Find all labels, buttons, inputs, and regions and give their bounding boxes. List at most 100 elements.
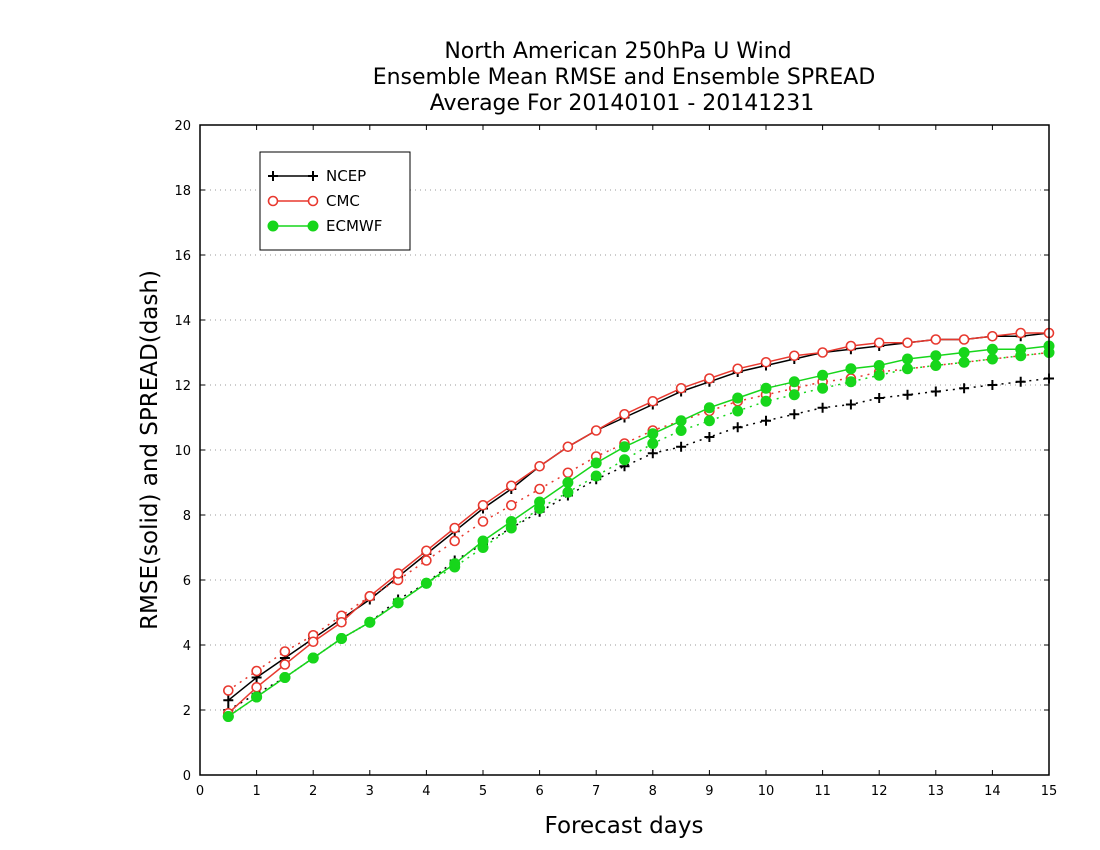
ecmwf-rmse-point bbox=[788, 376, 800, 388]
ncep-spread-point bbox=[959, 383, 970, 394]
cmc-rmse-point bbox=[534, 460, 545, 472]
ncep-spread-point bbox=[676, 441, 687, 452]
x-tick-label: 10 bbox=[758, 784, 775, 799]
title-line-1: North American 250hPa U Wind bbox=[444, 39, 791, 64]
ncep-rmse-points bbox=[223, 328, 1054, 706]
ecmwf-rmse-point bbox=[760, 382, 772, 394]
ncep-spread-point bbox=[789, 409, 800, 420]
ncep-spread-point bbox=[704, 432, 715, 442]
ecmwf-spread-point bbox=[760, 395, 772, 407]
cmc-spread-point bbox=[534, 483, 545, 495]
ecmwf-spread-point bbox=[788, 389, 800, 401]
ecmwf-rmse-point bbox=[590, 457, 602, 469]
y-axis-label: RMSE(solid) and SPREAD(dash) bbox=[137, 270, 163, 630]
ncep-spread-point bbox=[874, 393, 885, 403]
cmc-spread-point bbox=[505, 499, 517, 511]
cmc-rmse-point bbox=[788, 350, 800, 362]
ncep-spread-points bbox=[223, 373, 1054, 715]
ecmwf-rmse-point bbox=[477, 535, 489, 547]
ecmwf-rmse-point bbox=[619, 441, 630, 453]
ecmwf-rmse-point bbox=[449, 558, 461, 570]
ecmwf-rmse-point bbox=[703, 402, 715, 414]
ecmwf-spread-point bbox=[732, 405, 744, 417]
y-tick-label: 12 bbox=[174, 379, 191, 394]
x-tick-label: 2 bbox=[309, 784, 317, 799]
y-tick-label: 14 bbox=[174, 314, 191, 329]
ecmwf-spread-points bbox=[222, 347, 1055, 722]
series-layer bbox=[222, 327, 1055, 722]
cmc-rmse-point bbox=[392, 568, 404, 579]
x-tick-label: 14 bbox=[984, 784, 1001, 799]
y-tick-label: 18 bbox=[174, 184, 191, 199]
cmc-spread-point bbox=[562, 467, 574, 479]
ecmwf-spread-point bbox=[930, 360, 942, 371]
ncep-rmse-point bbox=[223, 695, 234, 706]
legend: NCEP CMC ECMWF bbox=[259, 151, 411, 251]
title-line-2: Ensemble Mean RMSE and Ensemble SPREAD bbox=[373, 65, 876, 90]
ecmwf-rmse-point bbox=[732, 392, 744, 404]
cmc-rmse-points bbox=[223, 327, 1055, 719]
ecmwf-spread-point bbox=[619, 454, 630, 466]
cmc-rmse-point bbox=[987, 330, 998, 342]
title-line-3: Average For 20140101 - 20141231 bbox=[430, 91, 815, 116]
ecmwf-rmse-point bbox=[647, 428, 659, 440]
ecmwf-rmse-point bbox=[505, 516, 517, 527]
ecmwf-spread-point bbox=[590, 470, 602, 482]
x-tick-label: 13 bbox=[928, 784, 945, 799]
cmc-rmse-point bbox=[845, 340, 857, 352]
x-tick-label: 8 bbox=[649, 784, 657, 799]
legend-marker bbox=[308, 171, 318, 181]
legend-item-ecmwf: ECMWF bbox=[267, 217, 382, 235]
ncep-spread-point bbox=[817, 402, 828, 413]
y-tick-label: 0 bbox=[183, 769, 191, 784]
ecmwf-rmse-point bbox=[817, 369, 829, 381]
ecmwf-rmse-point bbox=[222, 711, 234, 722]
ecmwf-rmse-point bbox=[307, 652, 319, 664]
cmc-rmse-point bbox=[732, 363, 744, 375]
ncep-spread-point bbox=[732, 422, 743, 433]
legend-item-ncep: NCEP bbox=[268, 167, 366, 185]
cmc-rmse-point bbox=[336, 616, 347, 628]
cmc-spread-point bbox=[421, 555, 432, 566]
cmc-rmse-line bbox=[227, 332, 1049, 714]
cmc-spread-point bbox=[477, 516, 489, 527]
cmc-rmse-point bbox=[279, 659, 291, 670]
ncep-spread-point bbox=[987, 380, 998, 390]
cmc-rmse-point bbox=[449, 522, 461, 534]
ecmwf-rmse-point bbox=[392, 597, 404, 609]
ecmwf-spread-point bbox=[647, 438, 659, 449]
ecmwf-rmse-point bbox=[279, 672, 291, 683]
x-tick-label: 9 bbox=[705, 784, 713, 799]
y-tick-label: 2 bbox=[183, 704, 191, 719]
ncep-spread-point bbox=[930, 386, 941, 397]
ecmwf-spread-point bbox=[675, 425, 687, 436]
cmc-rmse-point bbox=[1015, 327, 1027, 339]
cmc-spread-point bbox=[223, 685, 234, 696]
cmc-rmse-point bbox=[562, 441, 574, 453]
ecmwf-rmse-point bbox=[845, 363, 857, 375]
cmc-rmse-point bbox=[902, 337, 913, 349]
cmc-rmse-point bbox=[930, 334, 942, 345]
legend-label: CMC bbox=[326, 192, 360, 210]
ecmwf-rmse-point bbox=[251, 691, 263, 703]
ecmwf-spread-point bbox=[986, 353, 998, 365]
ecmwf-rmse-point bbox=[930, 350, 942, 362]
cmc-spread-point bbox=[251, 665, 262, 677]
cmc-rmse-point bbox=[364, 590, 376, 602]
ecmwf-rmse-point bbox=[958, 347, 970, 358]
legend-label: ECMWF bbox=[326, 217, 382, 235]
cmc-rmse-point bbox=[704, 373, 715, 384]
legend-marker bbox=[267, 195, 279, 207]
cmc-rmse-point bbox=[647, 395, 659, 407]
ecmwf-rmse-point bbox=[562, 477, 574, 488]
cmc-rmse-point bbox=[421, 545, 432, 557]
legend-label: NCEP bbox=[326, 167, 366, 185]
cmc-rmse-point bbox=[505, 480, 517, 492]
ecmwf-spread-point bbox=[845, 376, 857, 388]
ecmwf-rmse-point bbox=[364, 616, 376, 628]
cmc-rmse-point bbox=[619, 408, 630, 420]
ecmwf-spread-point bbox=[958, 356, 970, 368]
ncep-spread-point bbox=[902, 389, 913, 400]
